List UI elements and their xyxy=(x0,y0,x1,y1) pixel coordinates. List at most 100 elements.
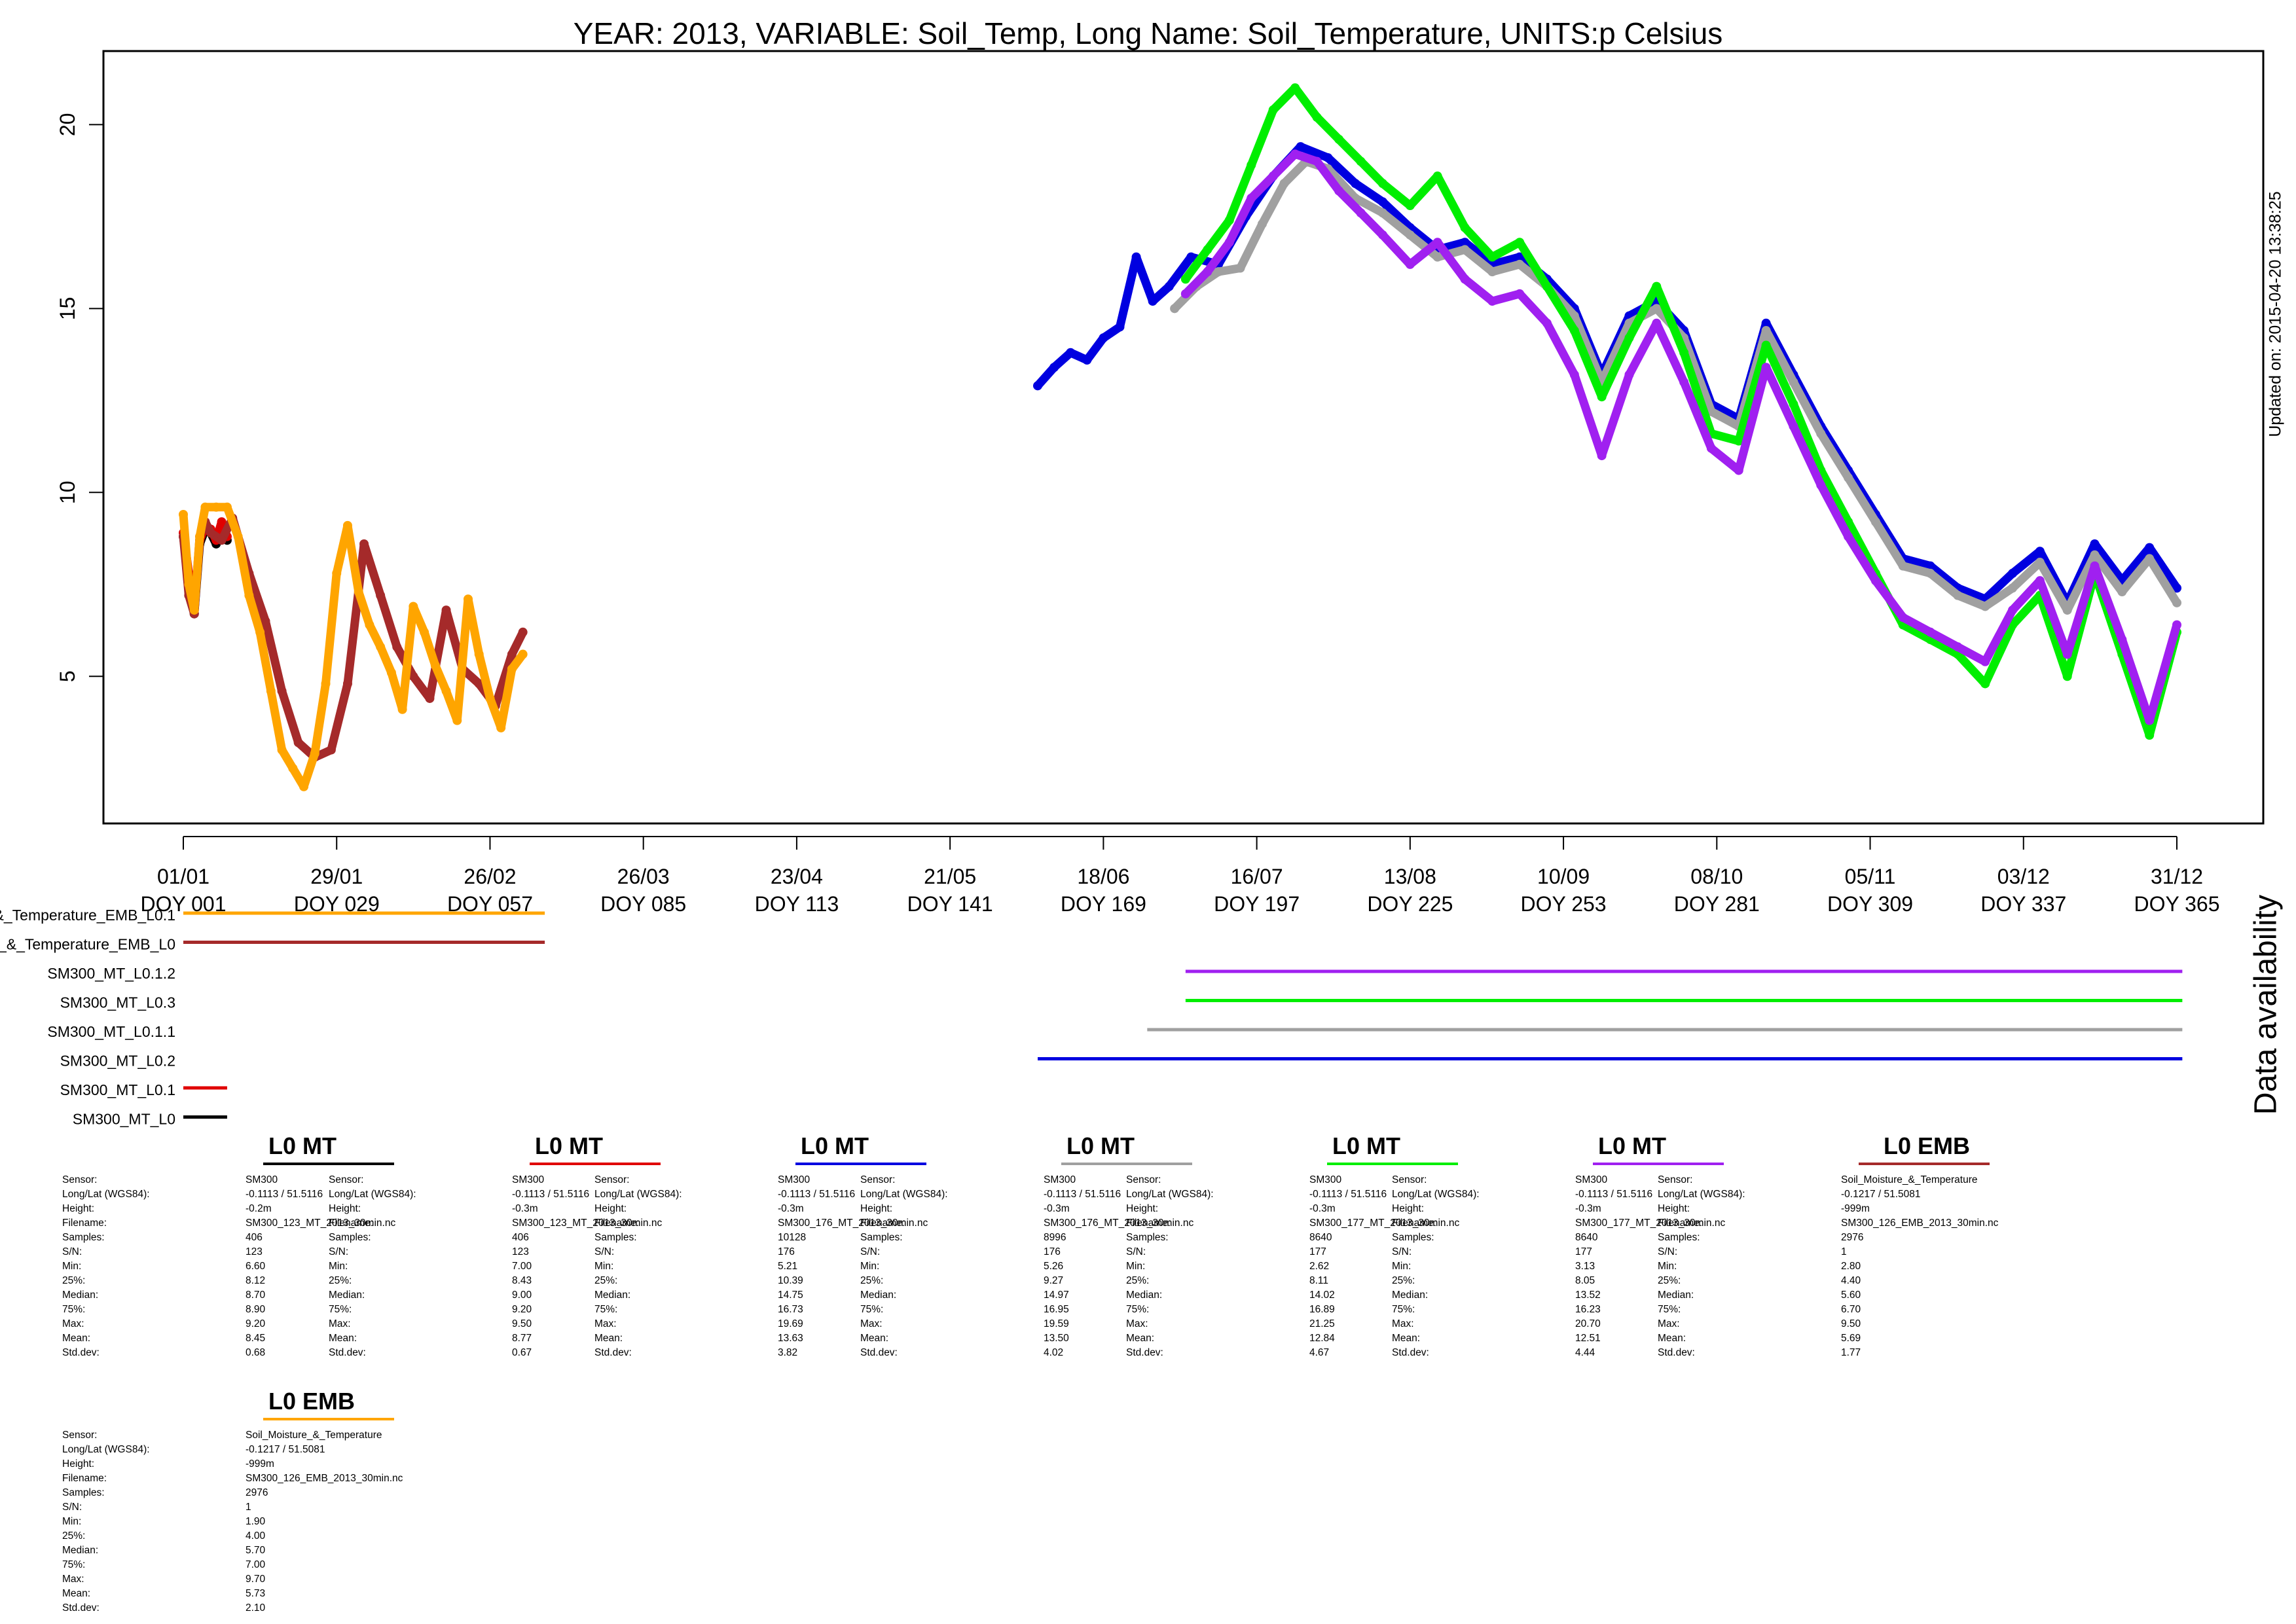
x-tick-doy: DOY 169 xyxy=(1061,892,1146,916)
data-point xyxy=(2117,587,2127,596)
stats-value: SM300_176_MT_2013_30min.nc xyxy=(778,1218,928,1229)
data-point xyxy=(1761,318,1771,328)
stats-value: -0.1113 / 51.5116 xyxy=(512,1189,590,1200)
stats-value: 4.67 xyxy=(1309,1347,1330,1358)
stats-value: 123 xyxy=(512,1246,529,1257)
stats-value: 406 xyxy=(246,1232,263,1243)
stats-label: Filename: xyxy=(1392,1218,1437,1229)
stats-label: Max: xyxy=(1658,1318,1680,1329)
stats-value: 8.11 xyxy=(1309,1275,1329,1286)
series-3 xyxy=(179,502,528,791)
stats-label: Max: xyxy=(860,1318,883,1329)
stats-value: 5.21 xyxy=(778,1261,798,1272)
data-point xyxy=(420,627,429,637)
data-point xyxy=(2090,561,2100,571)
stats-value: 8.05 xyxy=(1575,1275,1595,1286)
stats-value: 13.52 xyxy=(1575,1290,1601,1301)
stats-header: L0 EMB xyxy=(62,1388,394,1427)
stats-value: 16.95 xyxy=(1044,1304,1069,1315)
stats-label: 75%: xyxy=(1658,1304,1681,1315)
data-point xyxy=(1652,318,1662,328)
x-tick-date: 16/07 xyxy=(1231,865,1283,888)
stats-value: SM300_126_EMB_2013_30min.nc xyxy=(246,1473,403,1484)
stats-value: 7.00 xyxy=(512,1261,532,1272)
stats-label: Samples: xyxy=(594,1232,637,1243)
data-point xyxy=(195,532,205,541)
stats-value: 5.26 xyxy=(1044,1261,1064,1272)
stats-label: Sensor: xyxy=(62,1430,98,1441)
stats-label: Std.dev: xyxy=(860,1347,898,1358)
stats-labels: Sensor: Long/Lat (WGS84): Height: Filename:… xyxy=(1658,1173,1745,1360)
x-tick-doy: DOY 225 xyxy=(1367,892,1453,916)
data-point xyxy=(518,649,528,659)
data-point xyxy=(507,649,517,659)
stats-label: Filename: xyxy=(1658,1218,1703,1229)
stats-value: 4.40 xyxy=(1841,1275,1861,1286)
stats-label: Median: xyxy=(329,1290,365,1301)
stats-value: SM300 xyxy=(246,1174,278,1185)
stats-label: Samples: xyxy=(1126,1232,1169,1243)
data-point xyxy=(217,517,227,527)
stats-label: S/N: xyxy=(62,1246,82,1257)
stats-value: 4.00 xyxy=(246,1530,266,1542)
stats-label: Sensor: xyxy=(860,1174,896,1185)
data-point xyxy=(1542,318,1552,328)
stats-label: Median: xyxy=(1126,1290,1163,1301)
x-tick-date: 23/04 xyxy=(771,865,823,888)
stats-label: Samples: xyxy=(1392,1232,1434,1243)
data-point xyxy=(277,686,287,696)
stats-value: 8.12 xyxy=(246,1275,266,1286)
stats-value: 8996 xyxy=(1044,1232,1066,1243)
data-point xyxy=(430,660,440,670)
x-tick-date: 13/08 xyxy=(1384,865,1436,888)
data-point xyxy=(2062,672,2072,681)
data-point xyxy=(1356,208,1366,218)
data-point xyxy=(1460,238,1470,247)
stats-label: Min: xyxy=(62,1261,82,1272)
data-point xyxy=(1432,171,1442,181)
stats-value: 9.70 xyxy=(246,1574,266,1585)
data-point xyxy=(1312,113,1322,122)
stats-label: Median: xyxy=(860,1290,897,1301)
data-point xyxy=(1432,252,1442,262)
stats-label: Min: xyxy=(594,1261,614,1272)
stats-label: S/N: xyxy=(594,1246,615,1257)
stats-values: SM300 -0.1113 / 51.5116 -0.3m SM300_177_MT_… xyxy=(1575,1173,1725,1360)
data-point xyxy=(1898,613,1908,623)
data-point xyxy=(1405,201,1415,210)
data-point xyxy=(1597,451,1607,461)
stats-value: 19.69 xyxy=(778,1318,803,1329)
data-point xyxy=(1789,399,1798,409)
stats-label: Sensor: xyxy=(329,1174,364,1185)
stats-value: -0.3m xyxy=(1309,1203,1336,1214)
stats-value: 9.27 xyxy=(1044,1275,1064,1286)
stats-value: 3.82 xyxy=(778,1347,798,1358)
data-point xyxy=(1290,83,1300,93)
stats-value: 10.39 xyxy=(778,1275,803,1286)
data-point xyxy=(1542,281,1552,291)
stats-value: 6.60 xyxy=(246,1261,266,1272)
stats-value: -0.1113 / 51.5116 xyxy=(246,1189,323,1200)
stats-label: 25%: xyxy=(860,1275,884,1286)
stats-label: Std.dev: xyxy=(1126,1347,1163,1358)
stats-value: 2976 xyxy=(246,1487,268,1498)
stats-value: 3.13 xyxy=(1575,1261,1595,1272)
stats-header: L0 EMB xyxy=(1658,1132,1990,1172)
stats-label: Samples: xyxy=(1658,1232,1700,1243)
stats-label: S/N: xyxy=(1126,1246,1146,1257)
data-point xyxy=(507,664,517,674)
data-point xyxy=(2008,583,2018,593)
x-tick-date: 10/09 xyxy=(1537,865,1590,888)
data-point xyxy=(1569,311,1579,321)
stats-title: L0 EMB xyxy=(268,1388,355,1415)
stats-label: Mean: xyxy=(594,1333,623,1344)
series-6 xyxy=(1180,83,2181,740)
data-point xyxy=(299,782,309,791)
stats-label: Max: xyxy=(62,1318,84,1329)
stats-value: 6.70 xyxy=(1841,1304,1861,1315)
stats-label: Height: xyxy=(1392,1203,1425,1214)
data-point xyxy=(1268,105,1278,115)
data-point xyxy=(1224,238,1234,247)
